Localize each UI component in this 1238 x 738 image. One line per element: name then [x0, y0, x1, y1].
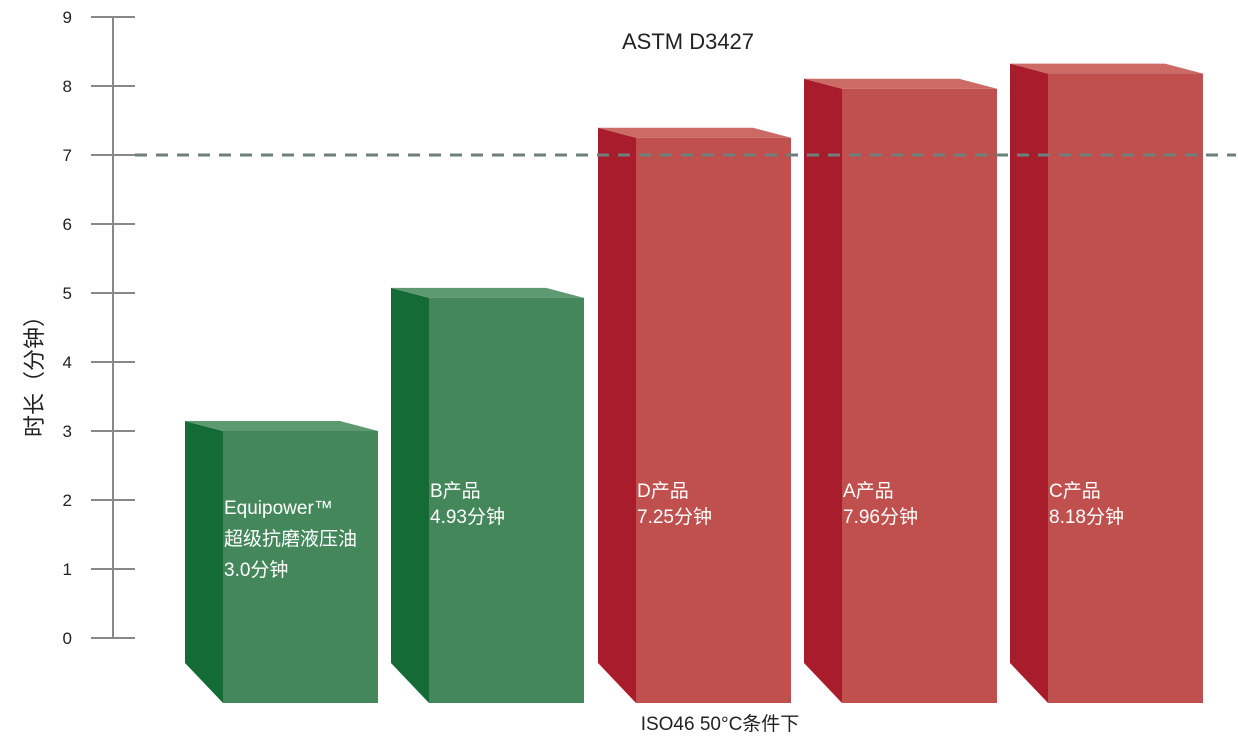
bar-side-face [391, 288, 429, 703]
y-tick-label: 9 [63, 8, 72, 27]
bar-label: D产品 [637, 480, 689, 502]
y-axis-title: 时长（分钟） [22, 305, 47, 437]
bars [185, 64, 1203, 703]
y-tick-label: 0 [63, 629, 72, 648]
y-tick-label: 7 [63, 146, 72, 165]
y-tick-label: 5 [63, 284, 72, 303]
bar-side-face [185, 421, 223, 703]
bar-side-face [804, 79, 842, 703]
bar-label: 4.93分钟 [430, 506, 505, 528]
bar-label: Equipower™ [224, 498, 333, 519]
bar [804, 79, 997, 703]
bar-label: A产品 [843, 480, 894, 502]
y-tick-label: 3 [63, 422, 72, 441]
y-tick-label: 2 [63, 491, 72, 510]
bar [391, 288, 584, 703]
bar-side-face [598, 128, 636, 703]
bar-front-face [1048, 74, 1203, 703]
bar-front-face [842, 89, 997, 703]
y-axis: 0 1 2 3 4 5 6 7 8 9 [63, 8, 135, 648]
bar-side-face [1010, 64, 1048, 703]
bar-label: C产品 [1049, 480, 1101, 502]
bar-label: 3.0分钟 [224, 559, 288, 581]
bar [598, 128, 791, 703]
bar-label: 7.25分钟 [637, 506, 712, 528]
bar-label: 7.96分钟 [843, 506, 918, 528]
bar [1010, 64, 1203, 703]
y-tick-label: 6 [63, 215, 72, 234]
chart-subtitle: ASTM D3427 [622, 29, 754, 54]
x-axis-caption: ISO46 50°C条件下 [641, 713, 800, 735]
y-tick-label: 1 [63, 560, 72, 579]
bar-label: 超级抗磨液压油 [224, 528, 357, 550]
y-tick-label: 4 [63, 353, 72, 372]
y-tick-label: 8 [63, 77, 72, 96]
bar-front-face [636, 138, 791, 703]
bar-label: 8.18分钟 [1049, 506, 1124, 528]
bar-label: B产品 [430, 480, 481, 502]
